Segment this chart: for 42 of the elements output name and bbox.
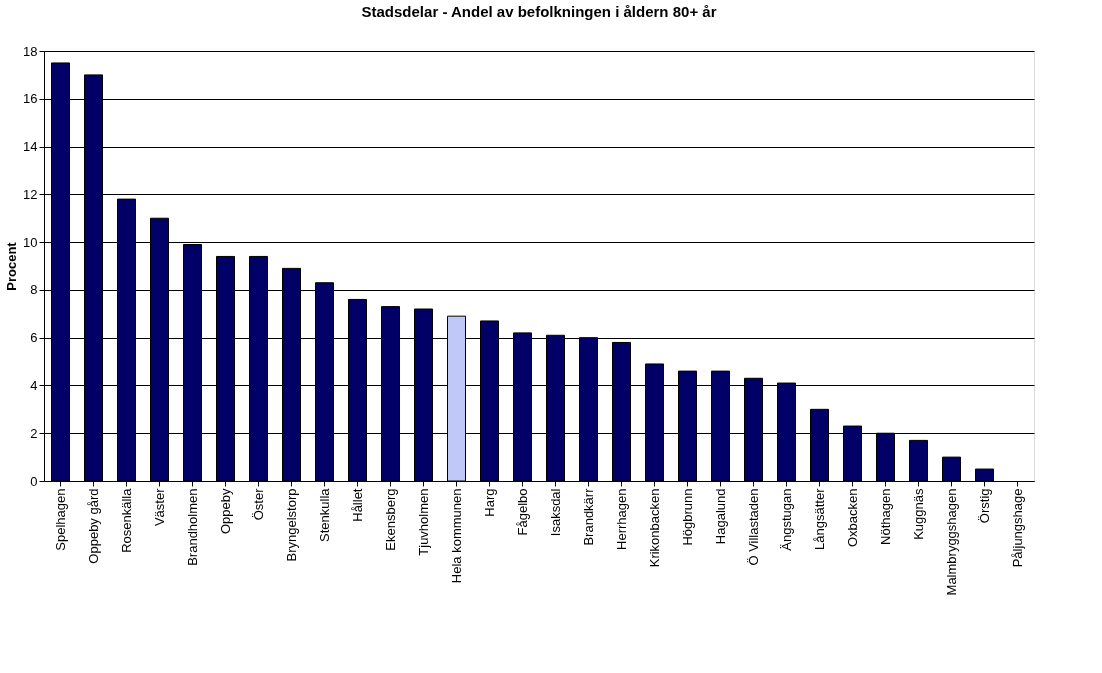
x-tick-label: Oppeby [217,488,233,535]
x-tick-label: Harg [481,488,497,517]
y-tick-label: 8 [30,282,38,298]
x-tick-label: Ö Villastaden [745,488,761,566]
x-tick-label: Örstig [976,488,992,524]
x-tick-label: Malmbryggshagen [943,488,959,596]
x-tick-label: Isaksdal [547,488,563,537]
x-tick-label: Rosenkälla [118,487,134,553]
x-tick-label: Fågelbo [514,488,530,536]
x-tick-label: Oxbacken [844,488,860,548]
x-tick-label: Stenkulla [316,487,332,542]
x-tick-label: Hagalund [712,488,728,545]
y-tick-label: 16 [23,91,38,107]
x-tick-label: Nöthagen [877,488,893,545]
y-tick-label: 12 [23,186,38,202]
x-tick-label: Oppeby gård [85,488,101,564]
y-tick-label: 6 [30,330,38,346]
y-axis-title: Procent [4,241,20,291]
x-tick-label: Brandholmen [184,488,200,566]
y-tick-label: 2 [30,425,38,441]
y-tick-label: 4 [30,377,38,393]
x-tick-label: Krikonbacken [646,488,662,568]
x-tick-label: Påljungshage [1009,488,1025,568]
x-tick-label: Bryngelstorp [283,488,299,562]
x-tick-label: Öster [250,487,266,521]
y-tick-label: 0 [30,473,38,489]
x-tick-label: Ekensberg [382,488,398,551]
x-tick-label: Spelhagen [52,488,68,551]
x-tick-label: Väster [151,487,167,527]
x-tick-label: Herrhagen [613,488,629,550]
x-tick-label: Hållet [349,488,365,522]
y-tick-label: 10 [23,234,38,250]
x-tick-label: Tjuvholmen [415,488,431,556]
y-tick-label: 14 [23,139,38,155]
x-tick-label: Kuggnäs [910,488,926,540]
chart-title: Stadsdelar - Andel av befolkningen i åldern 80+ år [361,3,717,20]
x-tick-label: Högbrunn [679,488,695,546]
x-tick-label: Långsätter [811,487,827,550]
x-tick-label: Hela kommunen [448,488,464,584]
x-tick-label: Ängstugan [778,488,794,551]
y-tick-label: 18 [23,43,38,59]
x-tick-label: Brandkärr [580,487,596,546]
